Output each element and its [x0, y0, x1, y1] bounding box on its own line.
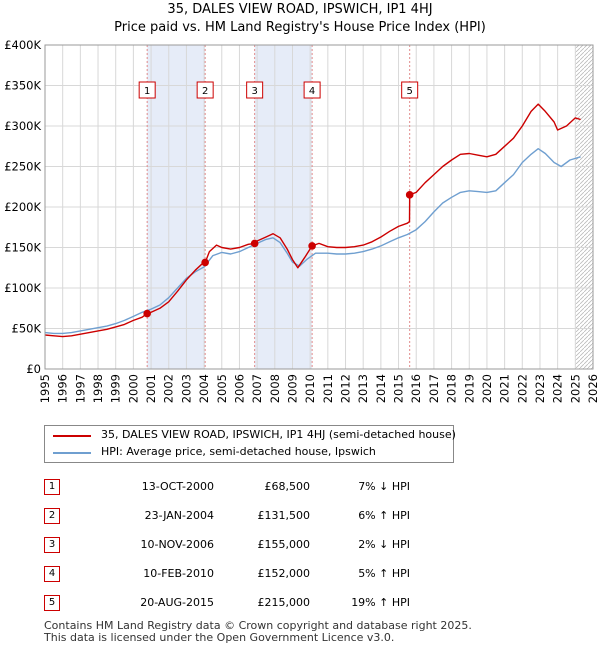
sale-price: £68,500: [264, 480, 311, 493]
table-row: 3 10-NOV-2006 £155,000 2% ↓ HPI: [44, 530, 410, 559]
footer-line-2: This data is licensed under the Open Gov…: [44, 631, 395, 644]
property-series-line: [45, 103, 581, 338]
sale-price: £155,000: [257, 538, 311, 551]
x-tick-label: 2011: [321, 374, 335, 403]
y-tick-label: £100K: [4, 281, 41, 295]
sale-marker-box: [138, 81, 156, 99]
x-tick-label: 2010: [303, 374, 317, 403]
sale-price: £152,000: [257, 567, 311, 580]
sale-point: [405, 191, 414, 199]
x-tick-label: 1999: [109, 374, 123, 403]
sale-date: 10-FEB-2010: [143, 567, 214, 580]
x-tick-label: 2019: [462, 374, 476, 403]
y-tick-label: £250K: [4, 160, 41, 174]
sale-price: £215,000: [257, 596, 311, 609]
sale-hpi: 2% ↓ HPI: [358, 538, 410, 551]
legend-label-property: 35, DALES VIEW ROAD, IPSWICH, IP1 4HJ (s…: [101, 428, 456, 441]
x-tick-label: 2000: [126, 374, 140, 403]
y-tick-label: £300K: [4, 119, 41, 133]
y-tick-label: £0: [26, 362, 41, 376]
sale-marker-badge: 2: [44, 507, 60, 524]
sale-point: [201, 258, 209, 267]
x-tick-label: 2014: [374, 374, 388, 403]
x-tick-label: 2024: [551, 374, 565, 403]
x-tick-label: 2009: [285, 374, 299, 403]
sale-date: 10-NOV-2006: [140, 538, 214, 551]
sale-date: 23-JAN-2004: [144, 509, 214, 522]
sale-marker-badge: 3: [44, 536, 60, 553]
sale-point: [250, 239, 259, 248]
sale-marker-badge: 4: [44, 565, 60, 582]
sale-price: £131,500: [257, 509, 311, 522]
footer-line-1: Contains HM Land Registry data © Crown c…: [44, 619, 472, 632]
x-tick-label: 1996: [56, 374, 70, 403]
y-tick-label: £150K: [4, 241, 41, 255]
x-tick-label: 2020: [480, 374, 494, 403]
sale-marker-box: [303, 81, 321, 99]
x-tick-label: 2008: [268, 374, 282, 403]
chart-title: 35, DALES VIEW ROAD, IPSWICH, IP1 4HJ: [167, 2, 433, 17]
x-tick-label: 2026: [586, 374, 600, 403]
y-tick-label: £400K: [4, 38, 41, 52]
sale-marker-label: 5: [406, 86, 412, 97]
sale-marker-box: [196, 81, 214, 99]
sale-hpi: 19% ↑ HPI: [351, 596, 410, 609]
table-row: 2 23-JAN-2004 £131,500 6% ↑ HPI: [44, 501, 410, 530]
x-tick-label: 2023: [533, 374, 547, 403]
sale-hpi: 5% ↑ HPI: [358, 567, 410, 580]
y-tick-label: £200K: [4, 200, 41, 214]
x-tick-label: 1995: [38, 374, 52, 403]
sale-marker-box: [246, 81, 264, 99]
y-tick-label: £50K: [12, 322, 42, 336]
sale-point: [143, 309, 151, 318]
legend: 35, DALES VIEW ROAD, IPSWICH, IP1 4HJ (s…: [44, 425, 456, 463]
x-tick-label: 2016: [409, 374, 423, 403]
x-tick-label: 2018: [445, 374, 459, 403]
x-tick-label: 2006: [232, 374, 246, 403]
x-tick-label: 2021: [498, 374, 512, 403]
sale-marker-box: [401, 81, 419, 99]
sale-marker-label: 3: [251, 86, 257, 97]
sale-date: 20-AUG-2015: [140, 596, 214, 609]
sale-date: 13-OCT-2000: [141, 480, 214, 493]
sale-marker-badge: 5: [44, 594, 60, 611]
table-row: 5 20-AUG-2015 £215,000 19% ↑ HPI: [44, 588, 410, 617]
sale-point: [308, 242, 316, 250]
x-tick-label: 2025: [568, 374, 582, 403]
sales-table: 1 13-OCT-2000 £68,500 7% ↓ HPI 2 23-JAN-…: [44, 472, 410, 617]
table-row: 1 13-OCT-2000 £68,500 7% ↓ HPI: [44, 472, 410, 501]
plot-border: [44, 44, 594, 370]
x-tick-label: 1997: [73, 374, 87, 403]
x-tick-label: 2004: [197, 374, 211, 403]
sale-hpi: 7% ↓ HPI: [358, 480, 410, 493]
legend-swatch-hpi: [53, 452, 91, 454]
x-tick-label: 2003: [179, 374, 193, 403]
price-chart: 1 2 3 4 5 £0 £50K £100K £150K £200K £250K £300K £35…: [4, 38, 600, 403]
sale-hpi: 6% ↑ HPI: [358, 509, 410, 522]
table-row: 4 10-FEB-2010 £152,000 5% ↑ HPI: [44, 559, 410, 588]
x-tick-label: 2002: [162, 374, 176, 403]
x-tick-label: 2013: [356, 374, 370, 403]
hpi-series-line: [45, 148, 581, 335]
x-tick-label: 2022: [515, 374, 529, 403]
x-tick-label: 2017: [427, 374, 441, 403]
x-tick-label: 1998: [91, 374, 105, 403]
x-tick-label: 2007: [250, 374, 264, 403]
y-tick-label: £350K: [4, 79, 41, 93]
x-tick-label: 2001: [144, 374, 158, 403]
chart-subtitle: Price paid vs. HM Land Registry's House …: [114, 20, 486, 35]
legend-label-hpi: HPI: Average price, semi-detached house,…: [101, 445, 376, 458]
sale-marker-label: 4: [309, 86, 315, 97]
legend-swatch-property: [53, 435, 91, 437]
sale-marker-badge: 1: [44, 478, 60, 495]
sale-marker-label: 2: [202, 86, 208, 97]
footer-attribution: Contains HM Land Registry data © Crown c…: [44, 620, 472, 644]
x-tick-label: 2012: [339, 374, 353, 403]
x-tick-label: 2005: [215, 374, 229, 403]
sale-marker-label: 1: [144, 86, 150, 97]
x-tick-label: 2015: [392, 374, 406, 403]
